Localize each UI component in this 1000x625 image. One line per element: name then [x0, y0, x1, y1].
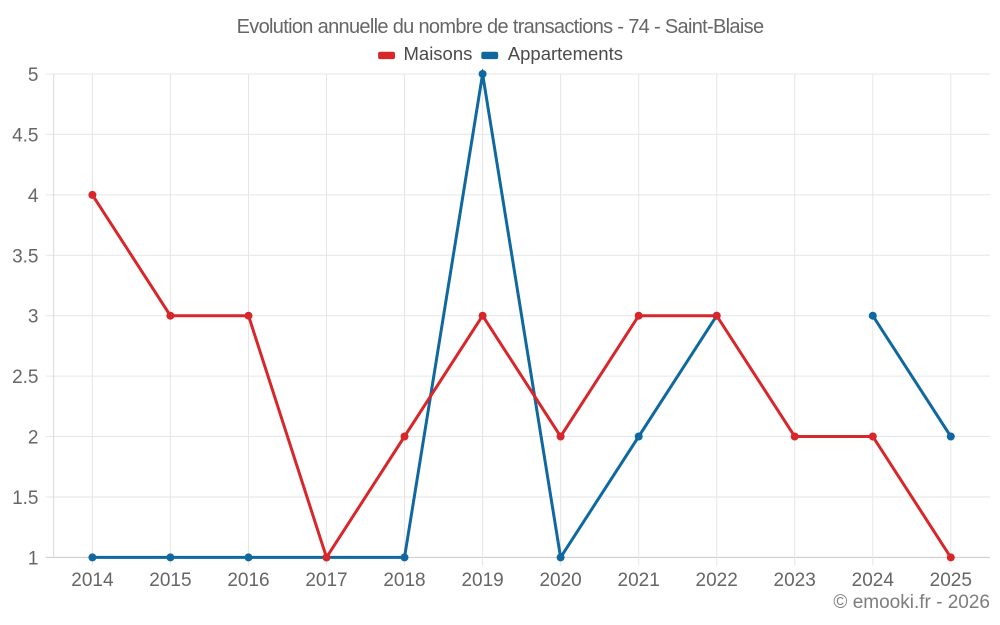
svg-text:4.5: 4.5 [12, 125, 38, 146]
svg-text:2019: 2019 [461, 570, 503, 591]
svg-text:© emooki.fr - 2026: © emooki.fr - 2026 [833, 592, 990, 613]
svg-text:Appartements: Appartements [508, 43, 623, 64]
svg-text:2024: 2024 [852, 570, 895, 591]
svg-text:2020: 2020 [539, 570, 581, 591]
svg-text:3: 3 [28, 307, 39, 328]
svg-text:2018: 2018 [383, 570, 425, 591]
svg-text:1.5: 1.5 [12, 488, 38, 509]
svg-text:Maisons: Maisons [404, 43, 473, 64]
svg-text:5: 5 [28, 65, 39, 86]
svg-text:2021: 2021 [618, 570, 660, 591]
svg-text:2.5: 2.5 [12, 367, 38, 388]
svg-text:2015: 2015 [149, 570, 191, 591]
svg-text:2017: 2017 [305, 570, 347, 591]
svg-text:2022: 2022 [696, 570, 738, 591]
svg-text:2023: 2023 [774, 570, 816, 591]
svg-text:2025: 2025 [930, 570, 972, 591]
svg-text:2014: 2014 [71, 570, 114, 591]
svg-text:4: 4 [28, 186, 39, 207]
svg-text:Evolution annuelle du nombre d: Evolution annuelle du nombre de transact… [237, 16, 764, 38]
svg-text:2016: 2016 [227, 570, 269, 591]
svg-text:3.5: 3.5 [12, 246, 38, 267]
svg-text:2: 2 [28, 428, 39, 449]
svg-text:1: 1 [28, 548, 39, 569]
